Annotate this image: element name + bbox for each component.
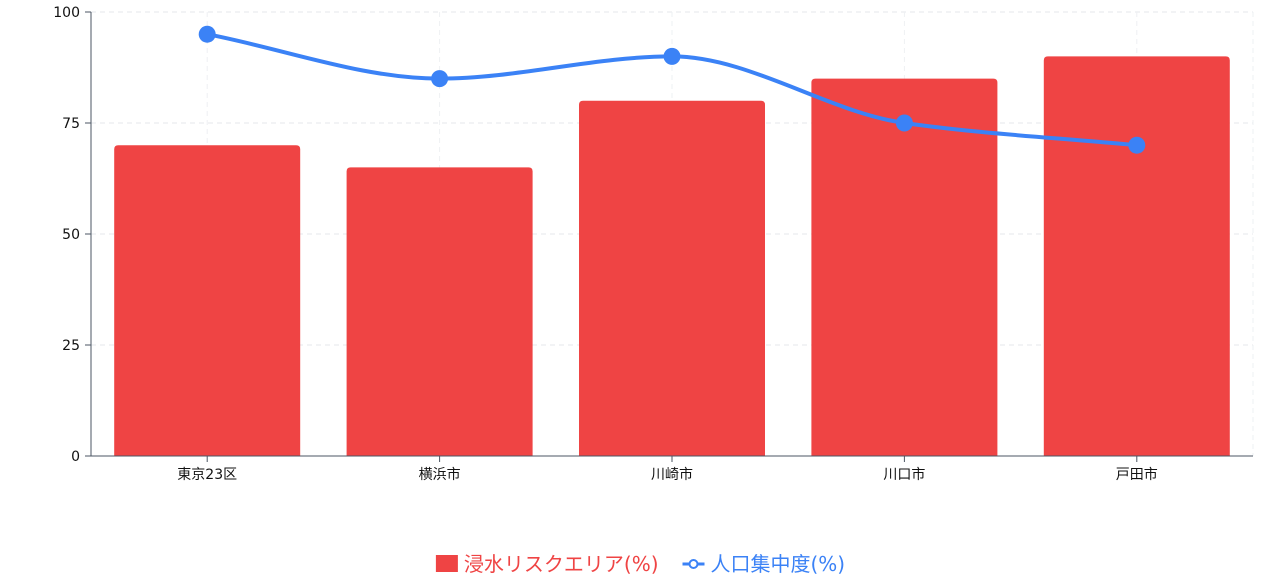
- x-tick-label: 戸田市: [1116, 466, 1158, 483]
- axes: 0 25 50 75 100 東京23区 横浜市 川崎市 川口市 戸田市: [53, 5, 1253, 483]
- bar: [114, 145, 301, 456]
- x-tick-label: 東京23区: [177, 467, 237, 483]
- legend: 浸水リスクエリア(%) 人口集中度(%): [435, 552, 846, 576]
- legend-swatch-bar[interactable]: [435, 555, 458, 572]
- legend-swatch-line-marker: [688, 559, 699, 569]
- y-tick-label: 50: [62, 227, 80, 243]
- line-point: [663, 47, 681, 65]
- bar: [811, 78, 998, 456]
- bar: [1043, 56, 1230, 457]
- y-tick-label: 0: [71, 449, 80, 465]
- y-tick-label: 100: [53, 5, 80, 21]
- line-point: [1128, 136, 1146, 154]
- y-tick-label: 75: [62, 116, 80, 132]
- legend-label-line[interactable]: 人口集中度(%): [711, 552, 846, 576]
- bar: [579, 100, 765, 457]
- bar: [346, 167, 533, 456]
- bar-series: [114, 56, 1230, 457]
- x-tick-label: 川崎市: [651, 466, 693, 483]
- x-tick-label: 横浜市: [419, 466, 461, 483]
- line-point: [895, 114, 913, 132]
- x-tick-label: 川口市: [883, 466, 925, 483]
- line-series: [198, 25, 1146, 154]
- line-point: [198, 25, 216, 43]
- legend-label-bar[interactable]: 浸水リスクエリア(%): [464, 552, 659, 576]
- y-tick-label: 25: [62, 338, 80, 354]
- line-point: [431, 70, 449, 88]
